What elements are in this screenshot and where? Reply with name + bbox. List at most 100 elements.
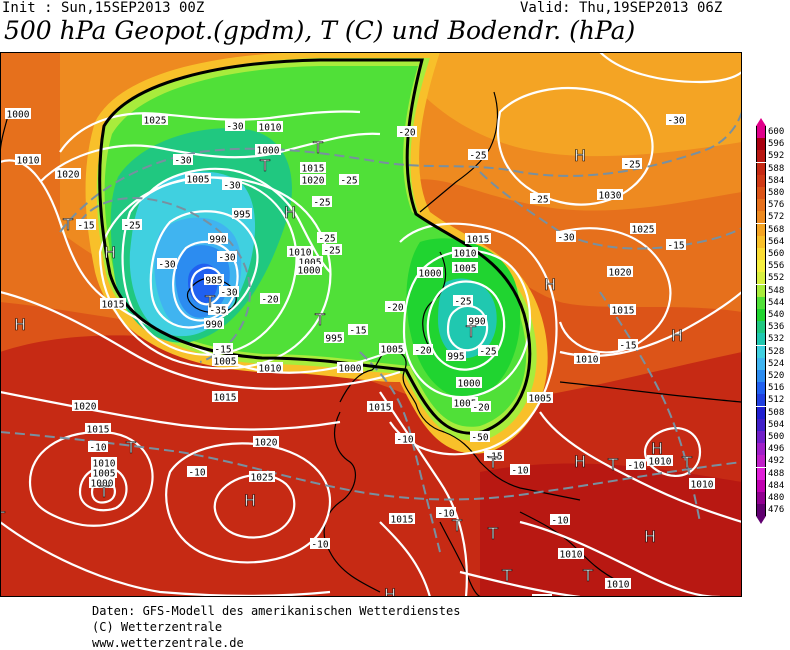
valid-time: Valid: Thu,19SEP2013 06Z — [520, 0, 723, 16]
isotherm-label: -15 — [484, 450, 504, 463]
isotherm-label: -35 — [208, 304, 228, 317]
isobar-label: 1000 — [89, 477, 115, 490]
isobar-label: 1010 — [558, 548, 584, 561]
svg-text:1005: 1005 — [454, 399, 477, 410]
isotherm-label: -15 — [618, 339, 638, 352]
isotherm-label: -10 — [88, 441, 108, 454]
footer-copyright: (C) Wetterzentrale — [92, 620, 223, 634]
svg-text:1020: 1020 — [74, 402, 97, 413]
isobar-label: 1010 — [647, 455, 673, 468]
chart-title: 500 hPa Geopot.(gpdm), T (C) und Bodendr… — [4, 16, 636, 45]
svg-text:1010: 1010 — [560, 550, 583, 561]
isobar-label: 1000 — [255, 144, 281, 157]
svg-text:1010: 1010 — [17, 156, 40, 167]
legend-row: 572 — [752, 211, 790, 224]
legend-row: 508 — [752, 406, 790, 419]
legend-label: 588 — [768, 163, 785, 174]
legend-label: 548 — [768, 285, 785, 296]
isotherm-label: -30 — [222, 179, 242, 192]
isotherm-label: -25 — [530, 193, 550, 206]
legend-row: 596 — [752, 138, 790, 151]
legend-row: 492 — [752, 455, 790, 468]
svg-text:-20: -20 — [414, 346, 431, 357]
legend-swatch — [756, 431, 766, 443]
svg-text:1000: 1000 — [419, 269, 442, 280]
legend-swatch — [756, 162, 766, 175]
isobar-label: 1020 — [607, 266, 633, 279]
legend-label: 592 — [768, 151, 785, 162]
low-pressure-centers: TTTTTTTTTTTTTTTTT — [0, 138, 692, 586]
svg-text:1015: 1015 — [102, 300, 125, 311]
svg-text:1005: 1005 — [299, 258, 322, 269]
legend-row: 516 — [752, 382, 790, 395]
isobar-label: 1005 — [452, 262, 478, 275]
pressure-labels: 1025 1010 1000 1010 1020 1005 1000 1015 1020 995 9… — [5, 108, 715, 591]
isobar-label: 985 — [204, 274, 224, 287]
svg-text:-15: -15 — [667, 241, 684, 252]
isobar-label: 1015 — [212, 391, 238, 404]
isobar-label: 1005 — [452, 397, 478, 410]
isotherm-label: -25 — [122, 219, 142, 232]
low-center-marker: T — [501, 566, 512, 585]
low-center-marker: T — [125, 438, 136, 457]
isobar-label: 1000 — [5, 108, 31, 121]
high-center-marker: H — [574, 146, 586, 165]
svg-text:-10: -10 — [511, 466, 528, 477]
low-center-marker: T — [582, 566, 593, 585]
legend-label: 552 — [768, 273, 785, 284]
isobar-label: 1020 — [55, 168, 81, 181]
legend-row: 496 — [752, 443, 790, 456]
svg-text:1025: 1025 — [144, 116, 167, 127]
legend-row: 592 — [752, 150, 790, 163]
isotherm-label: -30 — [217, 251, 237, 264]
legend-swatch — [756, 309, 766, 321]
legend-row: 584 — [752, 174, 790, 187]
isotherm-label: -10 — [187, 466, 207, 479]
legend-row: 476 — [752, 504, 790, 517]
legend-label: 600 — [768, 127, 785, 137]
low-center-marker: T — [465, 322, 476, 341]
legend-swatch — [756, 272, 766, 285]
svg-text:-10: -10 — [89, 443, 106, 454]
svg-text:990: 990 — [468, 317, 485, 328]
svg-text:995: 995 — [325, 334, 342, 345]
isobar-label: 1005 — [185, 173, 211, 186]
legend-label: 504 — [768, 419, 785, 430]
svg-text:-30: -30 — [557, 233, 574, 244]
legend-label: 508 — [768, 407, 785, 418]
isotherm-label: -15 — [666, 239, 686, 252]
isobar-label: 1000 — [337, 362, 363, 375]
isobar-label: 1015 — [85, 423, 111, 436]
legend-label: 500 — [768, 432, 785, 442]
legend-swatch — [756, 211, 766, 224]
isotherm-label: -10 — [510, 464, 530, 477]
svg-text:1010: 1010 — [93, 459, 116, 470]
legend-row: 556 — [752, 260, 790, 273]
legend-row: 560 — [752, 248, 790, 260]
legend-swatch — [756, 333, 766, 346]
svg-text:1010: 1010 — [289, 248, 312, 259]
svg-text:1030: 1030 — [599, 191, 622, 202]
high-center-marker: H — [384, 585, 396, 597]
footer-website: www.wetterzentrale.de — [92, 636, 244, 650]
isobar-label: 1005 — [297, 256, 323, 269]
high-center-marker: H — [644, 527, 656, 546]
legend-swatch — [756, 296, 766, 309]
legend-label: 492 — [768, 456, 785, 467]
svg-text:-30: -30 — [158, 260, 175, 271]
isobar-label: 1030 — [597, 189, 623, 202]
legend-row: 488 — [752, 467, 790, 480]
legend-label: 568 — [768, 224, 785, 235]
svg-text:1000: 1000 — [339, 364, 362, 375]
isobar-label: 1005 — [212, 355, 238, 368]
low-center-marker: T — [487, 453, 498, 472]
legend-label: 488 — [768, 468, 785, 479]
isobar-label: 1000 — [456, 377, 482, 390]
svg-text:1015: 1015 — [467, 235, 490, 246]
svg-text:1010: 1010 — [649, 457, 672, 468]
svg-text:1015: 1015 — [391, 515, 414, 526]
low-center-marker: T — [98, 482, 109, 501]
isotherm-label: -25 — [322, 244, 342, 257]
low-center-marker: T — [312, 138, 323, 157]
high-center-marker: H — [14, 315, 26, 334]
